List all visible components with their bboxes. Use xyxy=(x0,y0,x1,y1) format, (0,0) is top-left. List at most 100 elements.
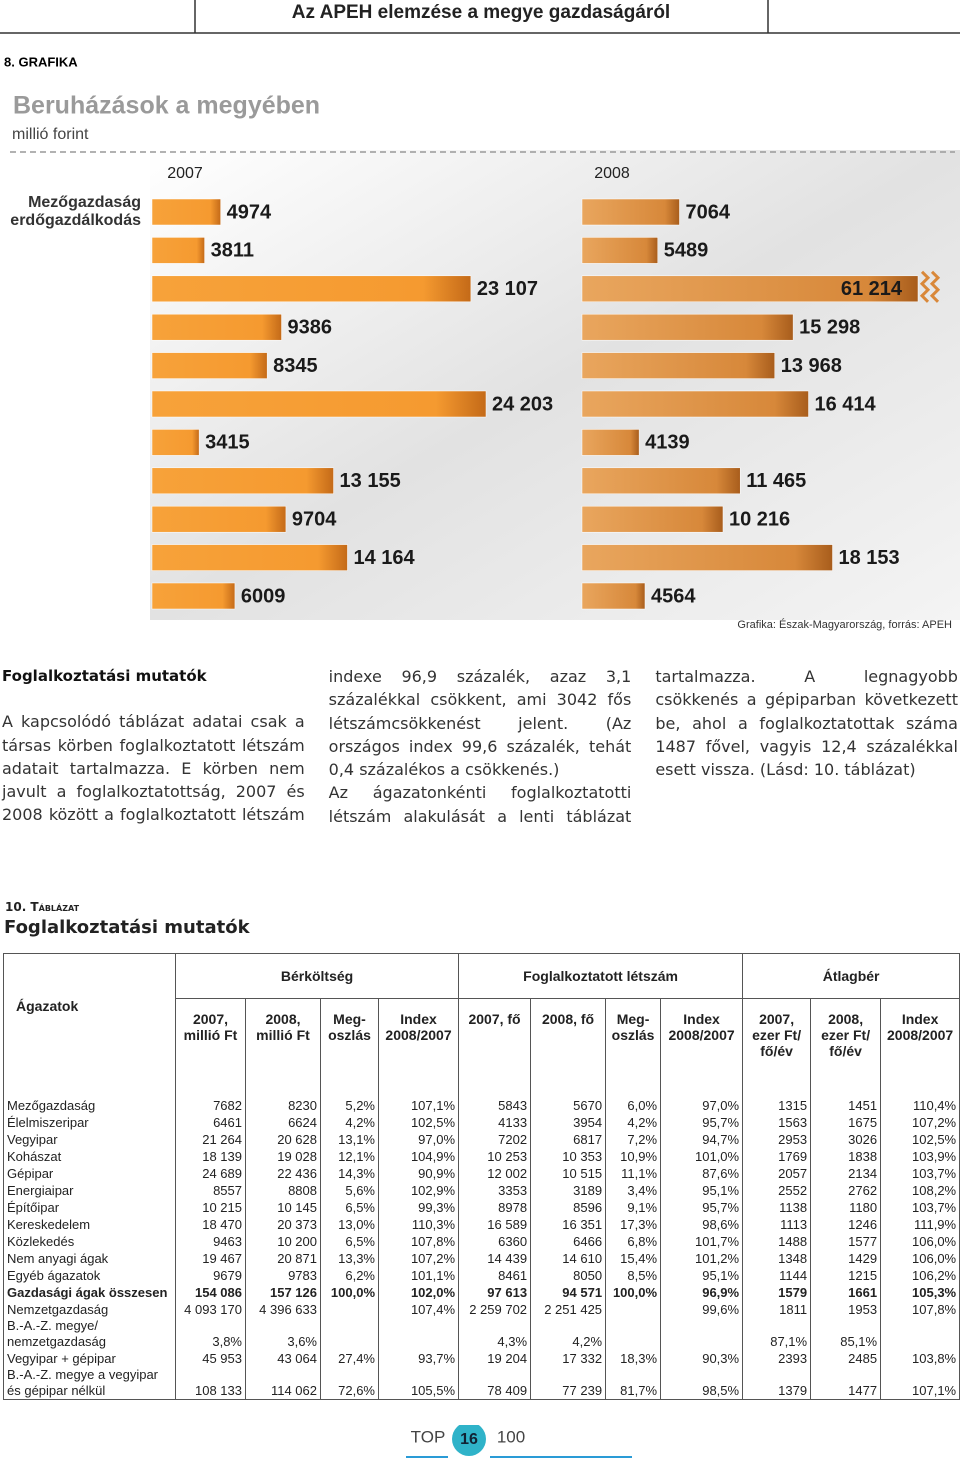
cell: 10 353 xyxy=(530,1148,606,1165)
cell: 1113 xyxy=(742,1216,811,1233)
cell: 104,9% xyxy=(377,1148,459,1165)
cell: 5670 xyxy=(530,1097,606,1114)
cell: 9,1% xyxy=(605,1199,661,1216)
cell: 95,1% xyxy=(660,1182,743,1199)
cell: 99,3% xyxy=(377,1199,459,1216)
cell: 2485 xyxy=(810,1350,881,1367)
background-photo xyxy=(150,150,960,620)
cell: 5,2% xyxy=(320,1097,379,1114)
cell: 101,0% xyxy=(660,1148,743,1165)
cell: 8596 xyxy=(530,1199,606,1216)
cell: 1661 xyxy=(810,1284,881,1301)
group-header: Bérköltség xyxy=(174,953,459,999)
cell: 154 086 xyxy=(175,1284,246,1301)
cell: 20 373 xyxy=(245,1216,321,1233)
cell: 6,5% xyxy=(320,1233,379,1250)
value-label: 16 414 xyxy=(815,393,877,415)
cell xyxy=(377,1318,459,1350)
value-label: 11 465 xyxy=(746,470,806,492)
group-header: Foglalkoztatott létszám xyxy=(458,953,743,999)
cell: 2134 xyxy=(810,1165,881,1182)
cell: 97,0% xyxy=(660,1097,743,1114)
row-name: Kereskedelem xyxy=(7,1217,91,1232)
table-row: Közlekedés 9463 10 200 6,5% 107,8% 6360 6466 6,… xyxy=(4,1233,960,1250)
bar xyxy=(581,313,794,341)
cell: 90,9% xyxy=(377,1165,459,1182)
row-name: Nemzetgazdaság xyxy=(7,1302,109,1317)
cell: 96,9% xyxy=(660,1284,743,1301)
cell: 10 215 xyxy=(175,1199,246,1216)
cell: 1379 xyxy=(742,1367,811,1400)
cell: 9783 xyxy=(245,1267,321,1284)
cell: 102,5% xyxy=(880,1131,960,1148)
header-row: Ágazatok Bérköltség Foglalkoztatott létszá… xyxy=(4,953,960,1014)
cell: 8978 xyxy=(458,1199,531,1216)
cell: 106,0% xyxy=(880,1250,960,1267)
group-header: Átlagbér xyxy=(742,953,960,999)
value-label: 15 298 xyxy=(799,316,860,338)
cell: 2953 xyxy=(742,1131,811,1148)
value-label: 18 153 xyxy=(839,547,900,569)
cell: 8557 xyxy=(175,1182,246,1199)
value-label: 61 214 xyxy=(841,278,903,300)
value-label: 8345 xyxy=(273,355,318,377)
cell: 1348 xyxy=(742,1250,811,1267)
cell xyxy=(880,1318,960,1350)
cell: 100,0% xyxy=(605,1284,661,1301)
cell: 97,0% xyxy=(377,1131,459,1148)
table-row: Kohászat 18 139 19 028 12,1% 104,9% 10 253 10 … xyxy=(4,1148,960,1165)
cell: 93,7% xyxy=(377,1350,459,1367)
cell: 7682 xyxy=(175,1097,246,1114)
cell: 3954 xyxy=(530,1114,606,1131)
cell: 110,4% xyxy=(880,1097,960,1114)
cell: 18,3% xyxy=(605,1350,661,1367)
value-label: 4139 xyxy=(645,432,690,454)
cell: 3189 xyxy=(530,1182,606,1199)
cell: 1180 xyxy=(810,1199,881,1216)
cell: 13,1% xyxy=(320,1131,379,1148)
value-label: 4974 xyxy=(227,201,272,223)
cell: 6817 xyxy=(530,1131,606,1148)
value-label: 14 164 xyxy=(353,547,415,569)
bar xyxy=(581,467,741,495)
cell: 22 436 xyxy=(245,1165,321,1182)
value-label: 4564 xyxy=(651,585,696,607)
cell: 10 515 xyxy=(530,1165,606,1182)
cell: 106,0% xyxy=(880,1233,960,1250)
cell: 5,6% xyxy=(320,1182,379,1199)
table-row: Egyéb ágazatok 9679 9783 6,2% 101,1% 8461 8050… xyxy=(4,1267,960,1284)
cell: 102,9% xyxy=(377,1182,459,1199)
cell: 3353 xyxy=(458,1182,531,1199)
cell: 8808 xyxy=(245,1182,321,1199)
cell: 19 028 xyxy=(245,1148,321,1165)
cell: 6,2% xyxy=(320,1267,379,1284)
cell: 98,6% xyxy=(660,1216,743,1233)
cell: 101,1% xyxy=(377,1267,459,1284)
bar xyxy=(151,275,472,303)
row-header: Ágazatok xyxy=(16,998,79,1014)
cell: 110,3% xyxy=(377,1216,459,1233)
column-header: Index 2008/2007 xyxy=(880,998,960,1097)
cell: 72,6% xyxy=(320,1367,379,1400)
header-title: Az APEH elemzése a megye gazdaságáról xyxy=(292,2,670,23)
cell: 1577 xyxy=(810,1233,881,1250)
cell: 4,3% xyxy=(458,1318,531,1350)
cell: 2 259 702 xyxy=(458,1301,531,1318)
chart-source: Grafika: Észak-Magyarország, forrás: APE… xyxy=(737,618,952,631)
bar xyxy=(151,198,221,226)
chart-subtitle: millió forint xyxy=(12,126,89,143)
cell: 4,2% xyxy=(320,1114,379,1131)
article: Foglalkoztatási mutatók A kapcsolódó táb… xyxy=(2,665,958,828)
column-header: Index 2008/2007 xyxy=(660,998,743,1097)
cell: 12,1% xyxy=(320,1148,379,1165)
cell: 4,2% xyxy=(605,1114,661,1131)
cell: 17,3% xyxy=(605,1216,661,1233)
cell: 2762 xyxy=(810,1182,881,1199)
row-name: Egyéb ágazatok xyxy=(7,1268,101,1283)
cell: 114 062 xyxy=(245,1367,321,1400)
value-label: 13 155 xyxy=(340,470,401,492)
cell: 1215 xyxy=(810,1267,881,1284)
cell: 102,0% xyxy=(377,1284,459,1301)
cell: 107,8% xyxy=(377,1233,459,1250)
header-row: 2007, millió Ft 2008, millió Ft Meg-oszlás… xyxy=(4,998,960,1097)
